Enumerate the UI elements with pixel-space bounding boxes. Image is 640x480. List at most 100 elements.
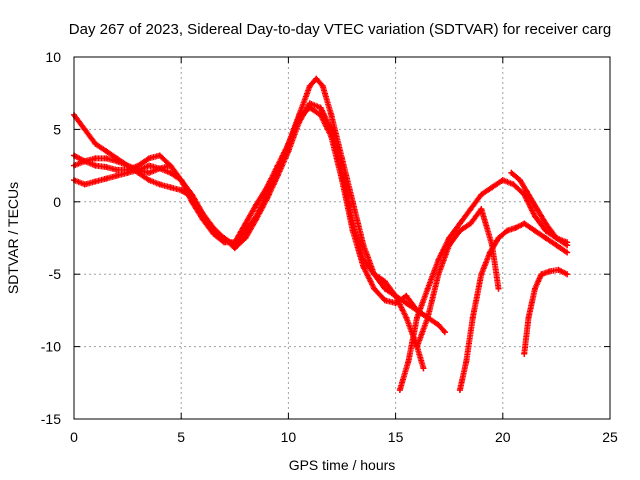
data-point bbox=[113, 158, 120, 165]
series-arc-8 bbox=[508, 169, 571, 249]
data-point bbox=[435, 271, 442, 278]
data-point bbox=[463, 358, 470, 365]
axis-ticks: 0 5 10 15 20 25 -15 -10 -5 0 5 10 bbox=[41, 49, 618, 445]
data-point bbox=[495, 285, 502, 292]
data-point bbox=[467, 206, 474, 213]
data-point bbox=[553, 242, 560, 249]
data-point bbox=[478, 206, 485, 213]
data-point bbox=[424, 285, 431, 292]
data-point bbox=[564, 242, 571, 249]
data-point bbox=[564, 249, 571, 256]
data-point bbox=[285, 140, 292, 147]
data-point bbox=[317, 104, 324, 111]
data-point bbox=[253, 201, 260, 208]
data-point bbox=[446, 235, 453, 241]
data-point bbox=[274, 162, 281, 169]
data-point bbox=[167, 184, 174, 191]
data-point bbox=[424, 314, 431, 321]
x-tick-label: 5 bbox=[177, 429, 185, 445]
data-point bbox=[103, 164, 110, 171]
data-point bbox=[403, 300, 410, 307]
data-point bbox=[313, 75, 320, 82]
y-tick-label: -5 bbox=[49, 266, 62, 282]
data-point bbox=[469, 314, 476, 321]
data-point bbox=[435, 321, 442, 328]
data-point bbox=[113, 166, 120, 173]
data-point bbox=[92, 140, 99, 147]
data-point bbox=[478, 191, 485, 198]
data-point bbox=[146, 177, 153, 184]
data-point bbox=[478, 271, 485, 278]
data-point bbox=[167, 162, 174, 169]
data-point bbox=[516, 177, 523, 184]
data-point bbox=[510, 181, 517, 188]
y-tick-label: 10 bbox=[45, 49, 61, 65]
data-point bbox=[221, 239, 228, 246]
data-point bbox=[467, 220, 474, 227]
data-point bbox=[103, 148, 110, 155]
data-point bbox=[81, 181, 88, 188]
data-point bbox=[263, 195, 270, 202]
data-point bbox=[525, 191, 532, 198]
data-point bbox=[360, 263, 367, 270]
data-point bbox=[531, 213, 538, 220]
data-point bbox=[534, 206, 541, 213]
data-point bbox=[486, 249, 493, 256]
series-arc-9 bbox=[521, 266, 571, 357]
data-point bbox=[512, 224, 519, 231]
data-point bbox=[420, 365, 427, 372]
x-tick-label: 10 bbox=[281, 429, 297, 445]
y-axis-label: SDTVAR / TECUs bbox=[5, 182, 21, 294]
data-point bbox=[81, 126, 88, 133]
data-point bbox=[456, 227, 463, 234]
data-point bbox=[92, 178, 99, 185]
data-point bbox=[508, 169, 515, 176]
data-point bbox=[306, 104, 313, 111]
data-point bbox=[542, 220, 549, 227]
data-point bbox=[92, 162, 99, 169]
data-point bbox=[124, 166, 131, 173]
data-point bbox=[456, 220, 463, 227]
data-point bbox=[210, 230, 217, 237]
data-series bbox=[71, 75, 571, 394]
y-tick-label: 5 bbox=[53, 121, 61, 137]
series-arc-5 bbox=[396, 177, 571, 394]
data-point bbox=[242, 220, 249, 227]
data-point bbox=[231, 239, 238, 246]
data-point bbox=[555, 266, 562, 273]
y-tick-label: -10 bbox=[41, 339, 61, 355]
data-point bbox=[146, 155, 153, 162]
x-tick-label: 20 bbox=[495, 429, 511, 445]
data-point bbox=[178, 177, 185, 184]
series-arc-4 bbox=[71, 152, 174, 173]
data-point bbox=[564, 271, 571, 278]
series-arc-7 bbox=[456, 220, 571, 394]
data-point bbox=[92, 155, 99, 162]
data-point bbox=[381, 278, 388, 285]
data-point bbox=[319, 82, 326, 89]
data-point bbox=[553, 235, 560, 241]
chart-title: Day 267 of 2023, Sidereal Day-to-day VTE… bbox=[69, 21, 611, 38]
data-point bbox=[349, 227, 356, 234]
data-point bbox=[253, 216, 260, 223]
data-point bbox=[504, 227, 511, 234]
data-point bbox=[499, 177, 506, 184]
data-point bbox=[542, 227, 549, 234]
data-point bbox=[146, 169, 153, 176]
data-point bbox=[531, 285, 538, 292]
data-point bbox=[103, 175, 110, 182]
data-point bbox=[156, 152, 163, 159]
data-point bbox=[103, 155, 110, 162]
data-point bbox=[414, 314, 421, 321]
data-point bbox=[81, 158, 88, 165]
data-point bbox=[317, 111, 324, 118]
y-tick-label: 0 bbox=[53, 194, 61, 210]
data-point bbox=[371, 271, 378, 278]
data-point bbox=[414, 343, 421, 350]
data-point bbox=[538, 271, 545, 278]
data-point bbox=[435, 256, 442, 263]
data-point bbox=[381, 285, 388, 292]
data-point bbox=[360, 242, 367, 249]
data-point bbox=[231, 245, 238, 252]
